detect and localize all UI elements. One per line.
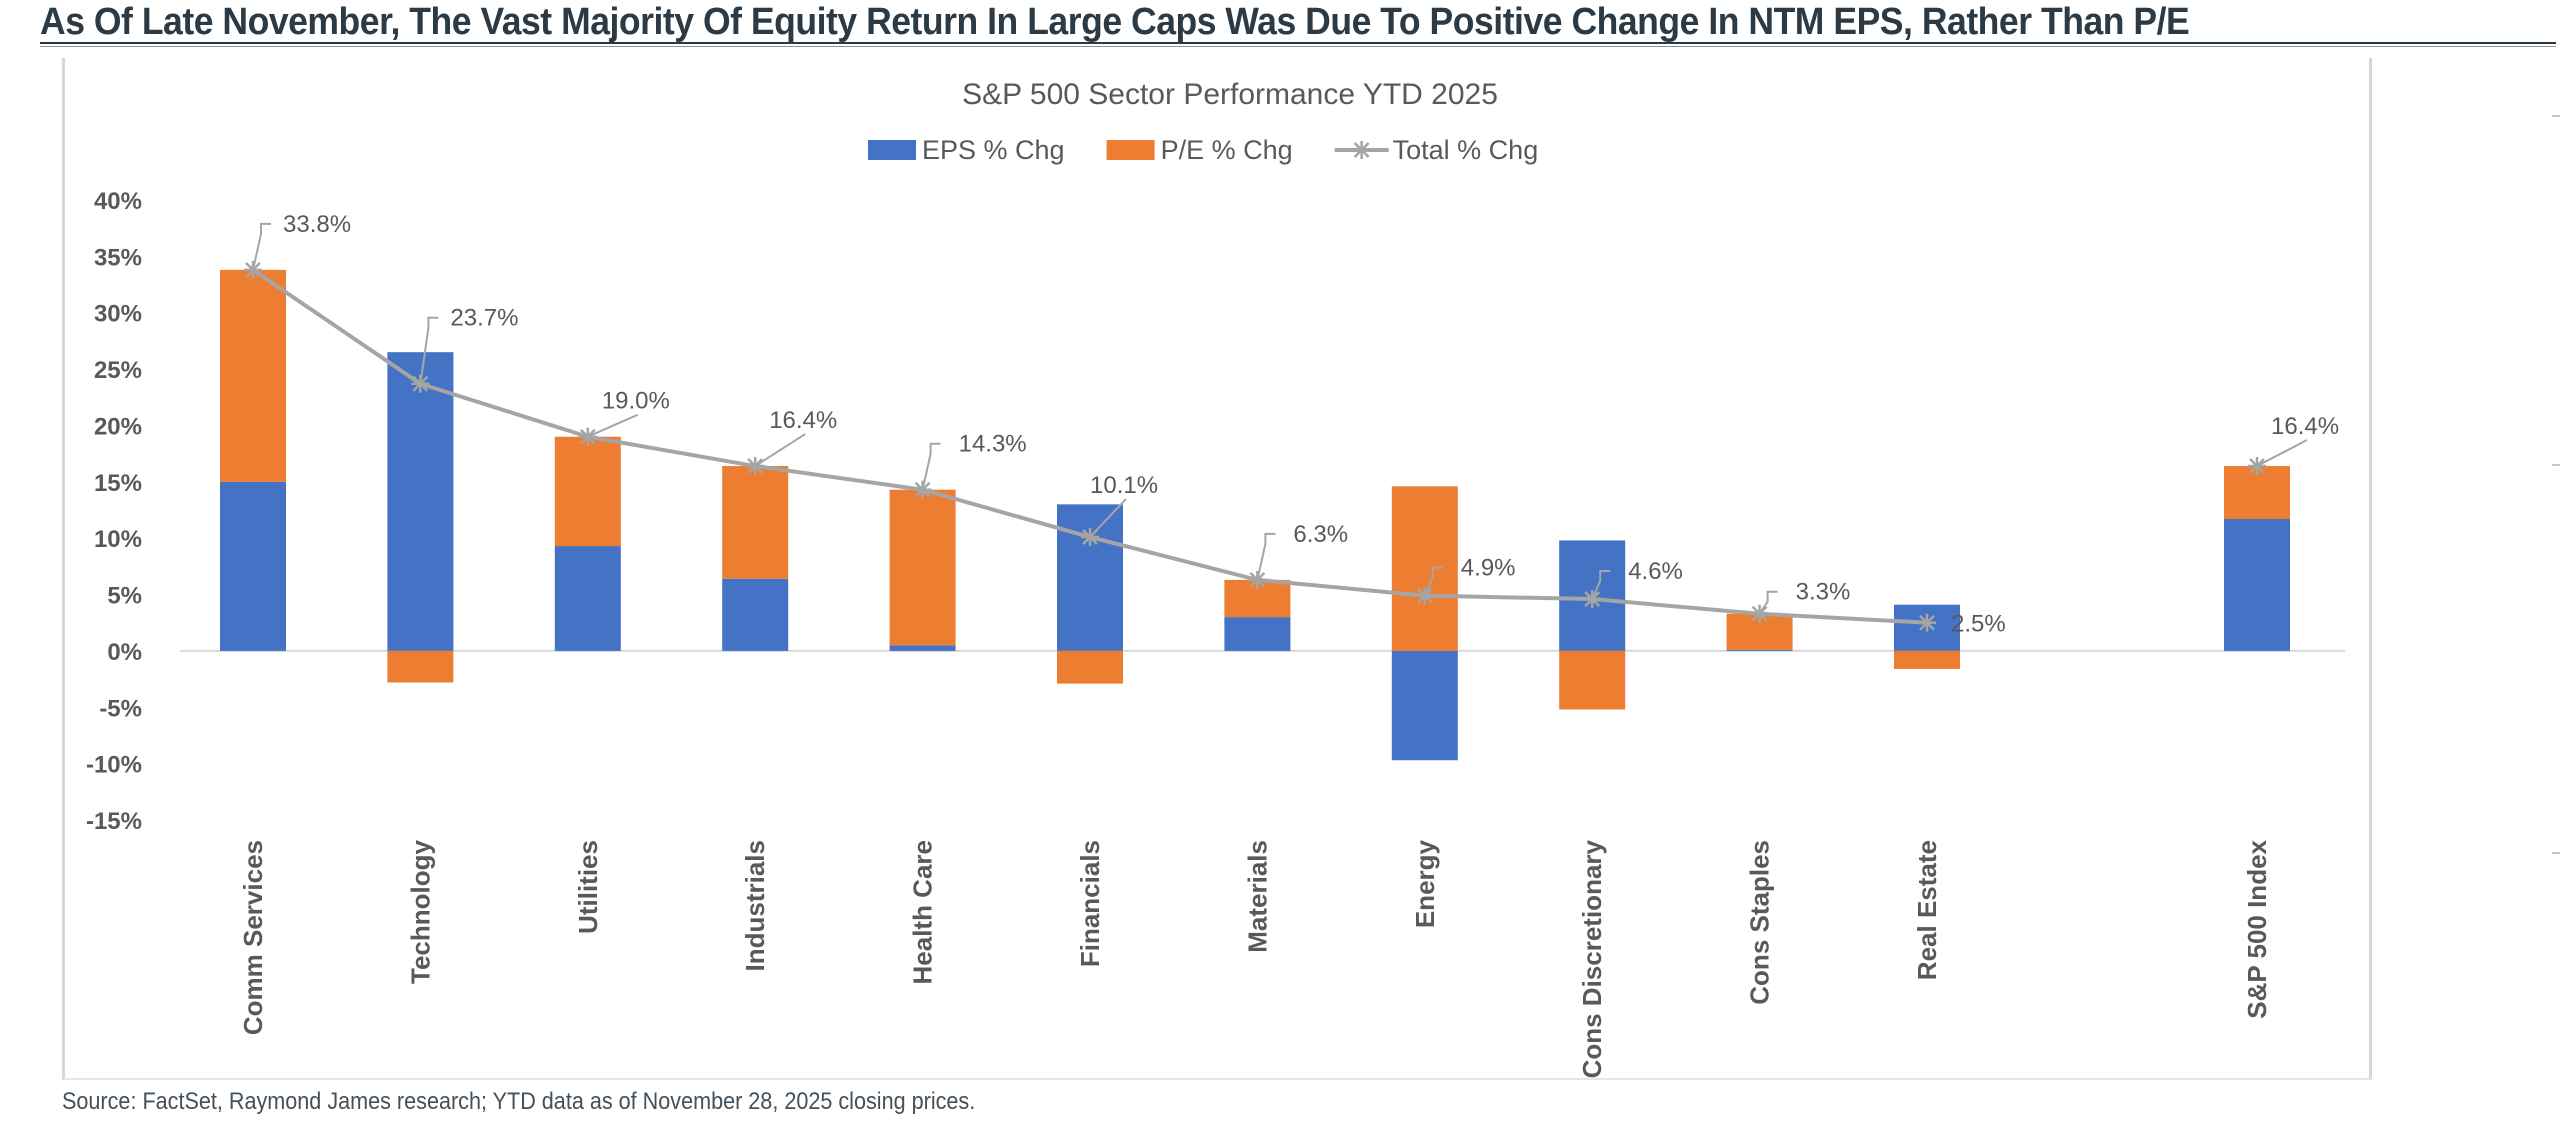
legend-item-eps-chg: EPS % Chg: [868, 135, 1065, 165]
label-leader: [1758, 590, 1778, 615]
x-tick-label: Energy: [1410, 839, 1440, 928]
x-tick-label: Cons Staples: [1745, 840, 1775, 1005]
legend-item-total-chg: Total % Chg: [1334, 135, 1539, 165]
y-axis: 40% 35% 30% 25% 20% 15% 10% 5% 0% -5% -10% -15%: [86, 188, 142, 835]
y-tick-label: 20%: [94, 413, 142, 440]
y-tick-label: 30%: [94, 301, 142, 328]
y-tick-label: -15%: [86, 808, 142, 835]
label-leader: [1591, 570, 1611, 600]
legend-swatch: [1106, 140, 1155, 160]
y-tick-label: 10%: [94, 526, 142, 553]
x-tick-label: Real Estate: [1912, 840, 1942, 980]
data-label-total: 2.5%: [1951, 611, 2006, 638]
legend-label: EPS % Chg: [922, 135, 1065, 165]
label-leader: [754, 433, 806, 467]
star-marker: [1918, 613, 1936, 632]
bar-p-e-chg-technology: [387, 650, 454, 683]
page-headline: As Of Late November, The Vast Majority O…: [40, 1, 2190, 43]
x-tick-label: Cons Discretionary: [1577, 839, 1607, 1078]
star-marker: [1352, 141, 1371, 159]
x-tick-label: Technology: [405, 839, 435, 984]
bar-p-e-chg-industrials: [722, 466, 789, 579]
y-tick-label: 5%: [107, 583, 142, 610]
y-tick-label: 40%: [94, 188, 142, 215]
data-label-total: 14.3%: [959, 431, 1027, 458]
chart-frame: [62, 58, 2372, 1080]
y-tick-label: 35%: [94, 244, 142, 271]
data-label-total: 23.7%: [450, 305, 518, 332]
legend-label: Total % Chg: [1393, 135, 1539, 165]
bar-eps-chg-technology: [387, 352, 454, 651]
data-label-total: 6.3%: [1293, 521, 1348, 548]
edge-tick: [2552, 115, 2560, 117]
y-tick-label: -10%: [86, 752, 142, 779]
bar-p-e-chg-cons-discretionary: [1559, 650, 1626, 710]
x-tick-label: Comm Services: [238, 840, 268, 1035]
bar-eps-chg-industrials: [722, 578, 789, 651]
bars: [220, 269, 2290, 761]
legend-swatch: [868, 140, 916, 160]
x-tick-label: S&P 500 Index: [2242, 839, 2272, 1018]
x-tick-label: Utilities: [573, 840, 603, 934]
x-axis: Comm Services Technology Utilities Industri…: [238, 839, 2272, 1078]
y-tick-label: 15%: [94, 470, 142, 497]
bar-p-e-chg-utilities: [554, 436, 621, 547]
chart-legend: EPS % Chg P/E % Chg Total % Chg: [868, 135, 1538, 165]
data-label-total: 4.6%: [1628, 558, 1683, 585]
label-leader: [2256, 439, 2308, 467]
y-tick-label: -5%: [99, 695, 142, 722]
y-tick-label: 0%: [107, 639, 142, 666]
edge-tick: [2552, 464, 2560, 466]
label-leader: [587, 413, 639, 438]
legend-label: P/E % Chg: [1161, 135, 1293, 165]
headline-underline-secondary: [40, 46, 2556, 47]
bar-eps-chg-energy: [1391, 650, 1458, 761]
x-tick-label: Industrials: [740, 840, 770, 971]
bar-eps-chg-comm-services: [220, 481, 286, 651]
bar-eps-chg-materials: [1224, 617, 1291, 651]
label-leader: [1256, 532, 1276, 581]
y-tick-label: 25%: [94, 357, 142, 384]
data-label-total: 3.3%: [1796, 579, 1851, 606]
label-leader: [1423, 566, 1443, 597]
legend-item-p-e-chg: P/E % Chg: [1106, 135, 1293, 165]
data-label-total: 16.4%: [769, 407, 837, 434]
bar-p-e-chg-health-care: [889, 489, 956, 646]
label-leader: [419, 316, 439, 384]
data-label-total: 4.9%: [1461, 555, 1516, 582]
source-note: Source: FactSet, Raymond James research;…: [62, 1088, 976, 1115]
bar-eps-chg-financials: [1057, 504, 1123, 651]
data-label-total: 19.0%: [602, 388, 670, 415]
data-label-total: 10.1%: [1090, 472, 1158, 499]
bar-eps-chg-cons-staples: [1726, 649, 1793, 651]
data-label-total: 33.8%: [283, 211, 351, 238]
chart-title: S&P 500 Sector Performance YTD 2025: [962, 78, 1498, 111]
headline-underline: [40, 42, 2556, 44]
total-line-series: [244, 260, 2266, 632]
label-leader: [252, 222, 271, 271]
edge-tick: [2552, 852, 2560, 854]
x-tick-label: Health Care: [908, 840, 938, 985]
data-label-total: 16.4%: [2271, 413, 2339, 440]
bar-p-e-chg-energy: [1391, 486, 1458, 651]
label-leader: [1089, 498, 1127, 538]
bar-p-e-chg-real-estate: [1894, 650, 1960, 669]
bar-p-e-chg-financials: [1057, 650, 1123, 684]
bar-p-e-chg-comm-services: [220, 269, 286, 482]
bar-eps-chg-health-care: [889, 645, 956, 651]
x-tick-label: Materials: [1242, 840, 1272, 953]
label-leader: [921, 442, 941, 490]
bar-eps-chg-s-p-500-index: [2224, 519, 2290, 651]
x-tick-label: Financials: [1075, 840, 1105, 967]
data-labels: 33.8% 23.7% 19.0% 16.4% 14.3% 10.1% 6.3% 4.9% 4.…: [252, 211, 2339, 638]
bar-eps-chg-utilities: [554, 546, 621, 651]
